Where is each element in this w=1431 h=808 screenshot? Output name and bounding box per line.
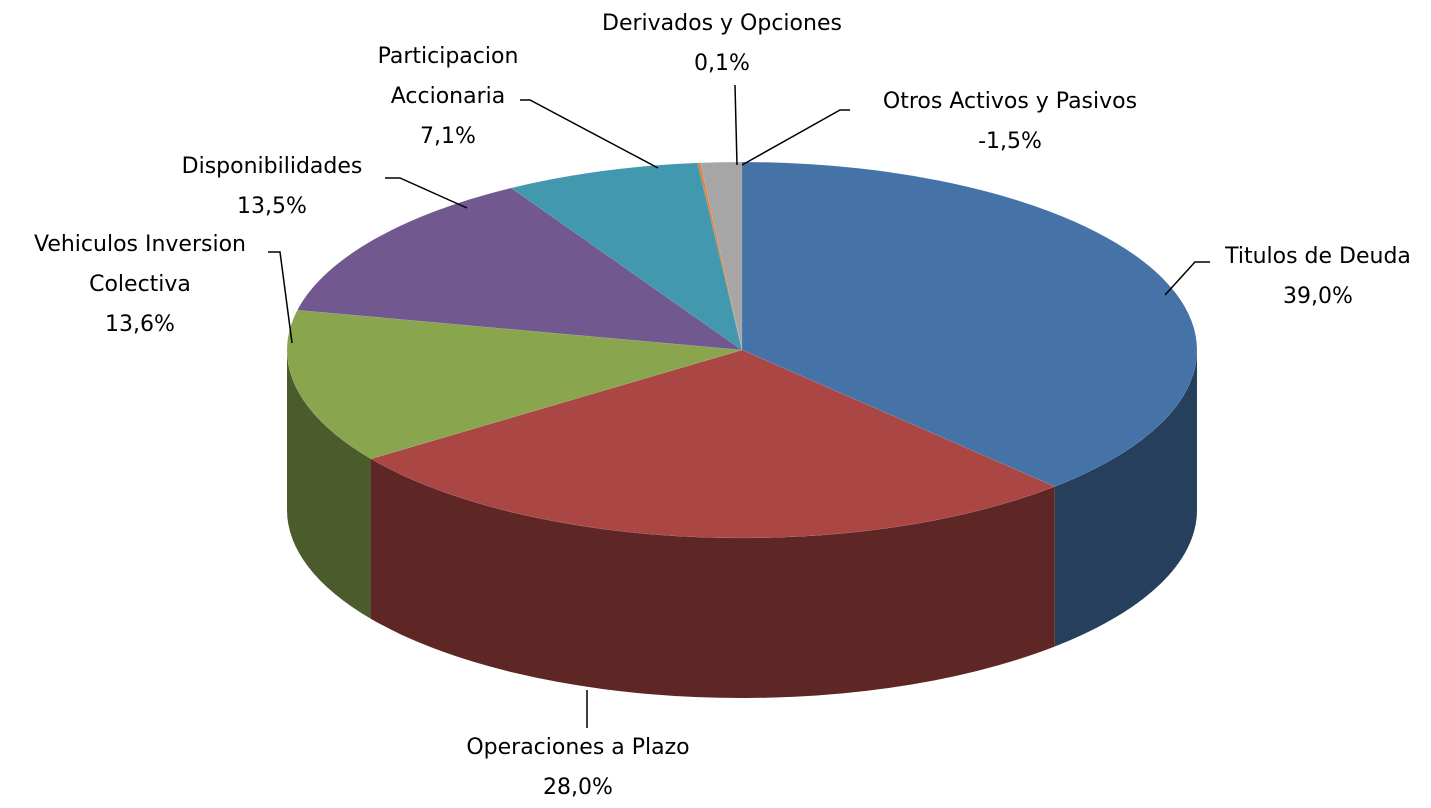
- slice-label: Derivados y Opciones 0,1%: [562, 4, 882, 84]
- slice: [286, 309, 743, 460]
- leader-line: [741, 109, 850, 166]
- slice-side: [370, 458, 1055, 698]
- slice-label: Titulos de Deuda 39,0%: [1188, 237, 1431, 317]
- leader-line: [385, 177, 468, 209]
- value-label: -1,5%: [978, 129, 1042, 154]
- slice-side: [1054, 350, 1197, 647]
- slice-label: Disponibilidades 13,5%: [142, 147, 402, 227]
- value-label: 13,6%: [105, 312, 175, 337]
- slice-side: [287, 350, 371, 619]
- pie-tops: [286, 161, 1198, 539]
- slice-label: Otros Activos y Pasivos -1,5%: [840, 82, 1180, 162]
- value-label: 13,5%: [237, 194, 307, 219]
- slice: [510, 162, 743, 351]
- leader-line: [268, 251, 293, 344]
- slice-label: Participacion Accionaria 7,1%: [353, 37, 543, 157]
- pie-sides: [287, 350, 1197, 698]
- slice: [700, 161, 743, 351]
- leader-line: [1164, 261, 1210, 296]
- category-label: Otros Activos y Pasivos: [882, 89, 1138, 114]
- value-label: 39,0%: [1283, 284, 1353, 309]
- slice-label: Operaciones a Plazo 28,0%: [428, 728, 728, 808]
- category-label: Participacion Accionaria: [377, 44, 519, 109]
- category-label: Disponibilidades: [181, 154, 363, 179]
- category-label: Operaciones a Plazo: [466, 735, 690, 760]
- leader-lines: [268, 84, 1210, 728]
- value-label: 7,1%: [420, 124, 476, 149]
- leader-line: [520, 99, 659, 169]
- slice: [741, 161, 1198, 487]
- slice: [697, 162, 743, 351]
- slice-label: Vehiculos Inversion Colectiva 13,6%: [9, 225, 271, 345]
- value-label: 0,1%: [694, 51, 750, 76]
- slice: [370, 349, 1056, 539]
- category-label: Titulos de Deuda: [1225, 244, 1411, 269]
- value-label: 28,0%: [543, 775, 613, 800]
- slice: [296, 187, 743, 351]
- leader-line: [734, 84, 738, 166]
- category-label: Vehiculos Inversion Colectiva: [33, 232, 246, 297]
- category-label: Derivados y Opciones: [602, 11, 842, 36]
